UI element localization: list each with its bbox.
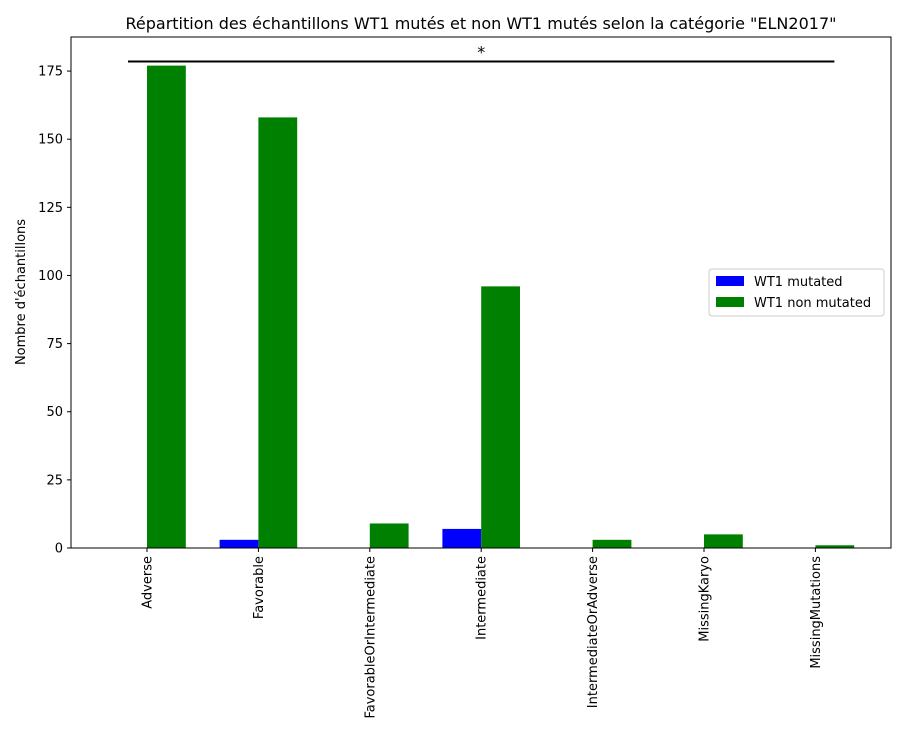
- legend: WT1 mutated WT1 non mutated: [708, 268, 885, 317]
- x-tick-label-3: Intermediate: [475, 556, 490, 640]
- y-tick-label-6: 150: [38, 133, 63, 148]
- x-tick-label-2: FavorableOrIntermediate: [363, 556, 378, 719]
- y-tick-label-2: 50: [46, 405, 63, 420]
- legend-box: [708, 268, 885, 317]
- bar-non-mutated-0: [147, 65, 186, 549]
- bar-non-mutated-6: [815, 545, 855, 548]
- significance-star: *: [477, 43, 485, 62]
- y-tick-label-7: 175: [38, 65, 63, 80]
- significance-annotation: *: [128, 43, 835, 63]
- bar-mutated-3: [442, 528, 482, 548]
- y-tick-label-5: 125: [38, 201, 63, 216]
- x-tick-label-5: MissingKaryo: [698, 556, 713, 642]
- y-axis-label: Nombre d'échantillons: [14, 219, 29, 365]
- bar-non-mutated-4: [592, 539, 632, 548]
- x-tick-label-6: MissingMutations: [809, 556, 824, 669]
- x-tick-label-0: Adverse: [141, 556, 156, 609]
- legend-label-1: WT1 non mutated: [754, 296, 871, 311]
- y-tick-label-1: 25: [46, 473, 63, 488]
- bar-non-mutated-3: [481, 286, 520, 548]
- legend-swatch-1: [716, 297, 744, 307]
- x-axis: Adverse Favorable FavorableOrIntermediate I…: [141, 548, 824, 719]
- x-tick-label-1: Favorable: [252, 556, 267, 619]
- chart-title: Répartition des échantillons WT1 mutés e…: [126, 14, 837, 33]
- bar-non-mutated-5: [704, 534, 743, 548]
- y-tick-label-0: 0: [55, 542, 63, 557]
- legend-swatch-0: [716, 276, 744, 286]
- y-tick-label-4: 100: [38, 269, 63, 284]
- bar-non-mutated-2: [369, 523, 409, 548]
- bars-group: [147, 65, 855, 549]
- legend-label-0: WT1 mutated: [754, 275, 843, 290]
- y-tick-label-3: 75: [46, 337, 63, 352]
- x-tick-label-4: IntermediateOrAdverse: [586, 556, 601, 708]
- y-axis: 0 25 50 75 100 125 150 175: [38, 65, 71, 557]
- bar-mutated-1: [219, 539, 259, 548]
- bar-non-mutated-1: [258, 117, 298, 549]
